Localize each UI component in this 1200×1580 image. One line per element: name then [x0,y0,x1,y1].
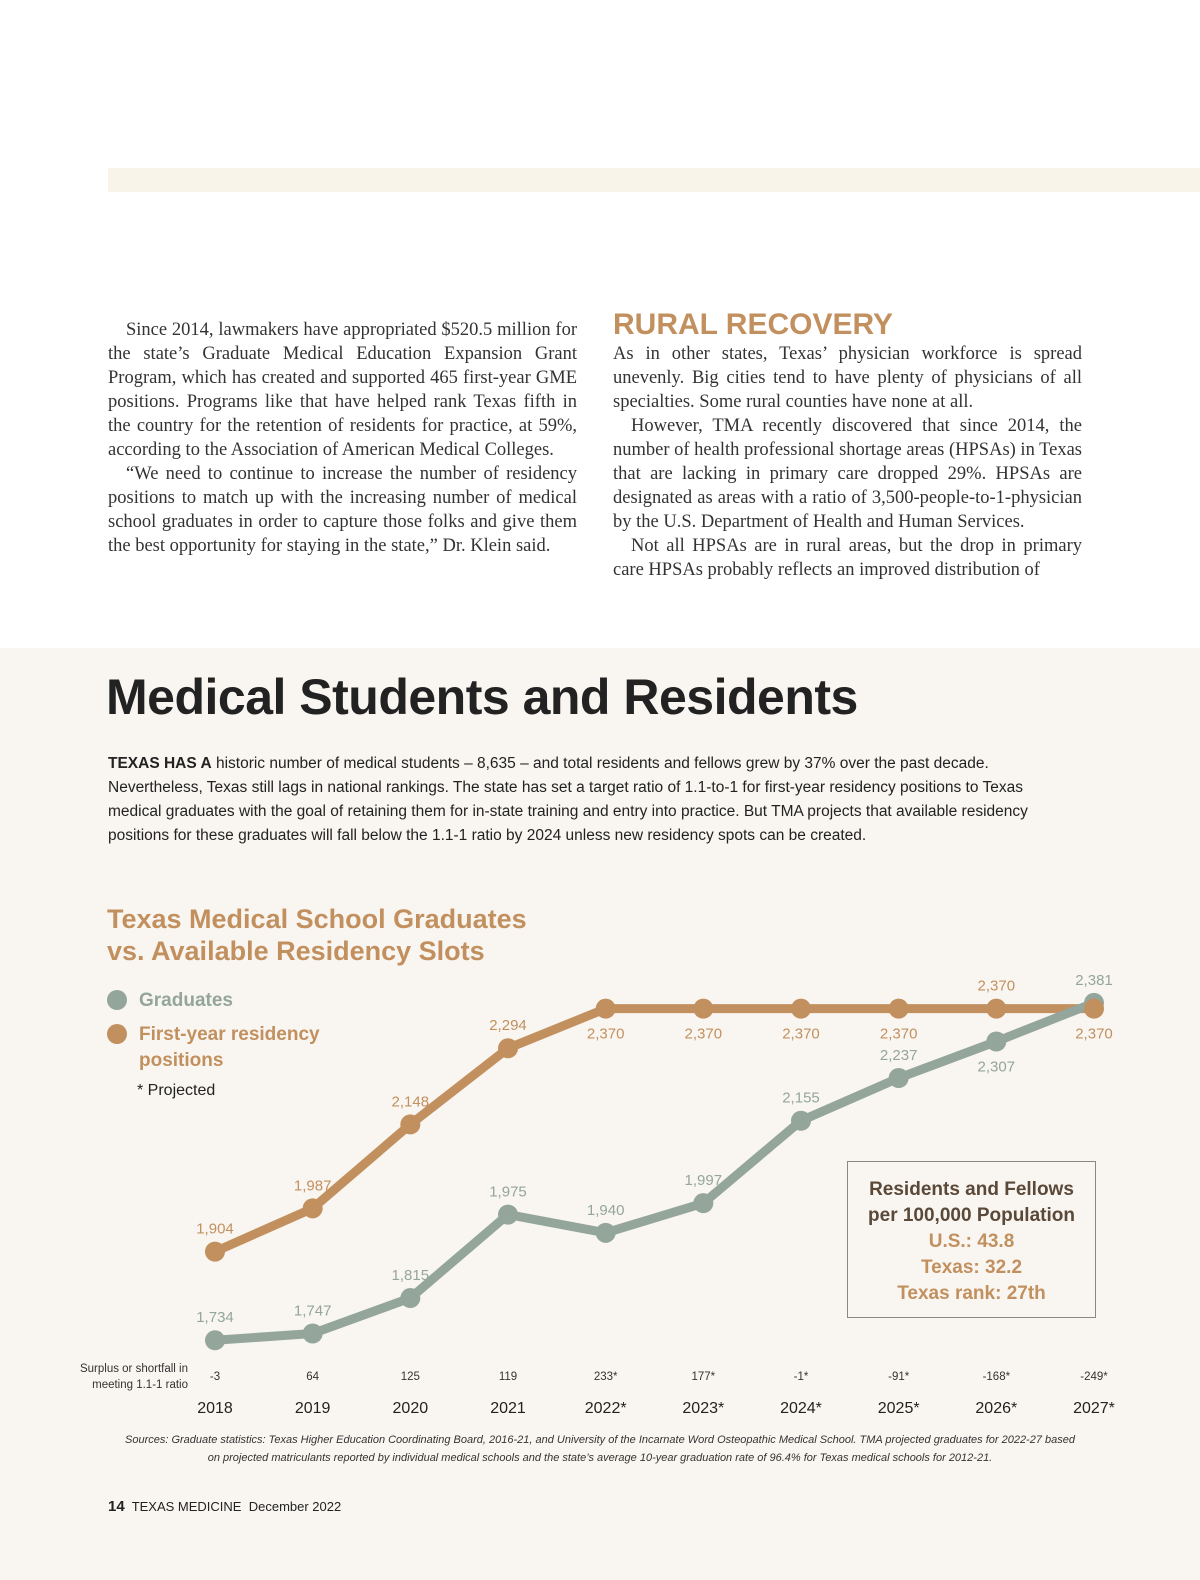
data-label: 1,747 [294,1302,332,1319]
section-heading: RURAL RECOVERY [613,308,894,341]
surplus-value: -1* [794,1371,809,1383]
surplus-value: -91* [888,1371,910,1383]
chart-title: Texas Medical School Graduates vs. Avail… [107,904,527,966]
footer: 14 TEXAS MEDICINE December 2022 [108,1498,341,1515]
data-point [400,1114,421,1135]
data-point [595,998,616,1019]
data-label: 1,734 [196,1309,234,1326]
data-label: 1,904 [196,1221,234,1238]
data-label: 2,370 [978,978,1016,995]
legend-note: * Projected [137,1082,216,1099]
data-point [791,1110,811,1131]
data-point [986,998,1007,1019]
data-point [302,1198,323,1219]
surplus-value: -168* [983,1371,1011,1383]
x-tick-label: 2023* [682,1400,724,1417]
data-label: 2,370 [1075,1026,1113,1043]
legend-entry: First-year residency positions [107,1022,347,1074]
data-point [791,998,811,1019]
paragraph: Since 2014, lawmakers have appropriated … [108,320,577,460]
data-label: 2,381 [1075,972,1113,989]
stat-box: Residents and Fellows per 100,000 Popula… [847,1161,1096,1318]
box-title: Residents and Fellows per 100,000 Popula… [868,1179,1075,1226]
surplus-value: 177* [691,1371,715,1383]
intro-lead: TEXAS HAS A [108,755,212,772]
surplus-value: -3 [210,1371,220,1383]
data-label: 2,370 [685,1026,723,1043]
right-column: RURAL RECOVERY As in other states, Texas… [613,308,1082,582]
data-point [205,1241,225,1262]
data-point [498,1204,518,1225]
left-column: Since 2014, lawmakers have appropriated … [108,318,577,558]
legend-label: Graduates [139,990,233,1011]
decor-band [108,168,1200,192]
paragraph: As in other states, Texas’ physician wor… [613,344,1082,412]
box-line: Texas: 32.2 [920,1257,1023,1278]
x-tick-label: 2024* [780,1400,822,1417]
data-point [888,998,909,1019]
series-line [213,1004,1094,1256]
legend-swatch [107,990,127,1010]
surplus-value: 64 [306,1371,319,1383]
x-tick-label: 2026* [975,1400,1017,1417]
x-tick-label: 2022* [585,1400,627,1417]
data-point [693,1193,714,1214]
surplus-value: 119 [499,1371,517,1383]
legend-label: First-year residency positions [139,1024,320,1071]
surplus-label: Surplus or shortfall in meeting 1.1-1 ra… [79,1363,188,1391]
x-tick-label: 2027* [1073,1400,1115,1417]
data-label: 2,370 [880,1026,918,1043]
series-line [214,998,1096,1345]
legend-swatch [107,1024,127,1044]
data-label: 1,975 [489,1184,527,1201]
paragraph: Not all HPSAs are in rural areas, but th… [613,536,1082,580]
data-label: 1,987 [294,1177,332,1194]
x-tick-label: 2025* [878,1400,920,1417]
page-number: 14 [108,1498,125,1515]
x-tick-label: 2018 [197,1400,233,1417]
x-tick-label: 2021 [490,1400,526,1417]
data-label: 2,155 [782,1090,820,1107]
data-point [302,1323,323,1344]
box-line: U.S.: 43.8 [928,1231,1015,1252]
data-point [595,1222,616,1243]
publication: TEXAS MEDICINE [131,1499,242,1514]
data-label: 2,148 [392,1093,430,1110]
intro-text: historic number of medical students – 8,… [108,755,1028,844]
data-label: 2,370 [782,1026,820,1043]
x-tick-label: 2020 [393,1400,429,1417]
data-point [205,1330,225,1351]
issue: December 2022 [248,1499,342,1514]
paragraph: “We need to continue to increase the num… [108,464,577,556]
data-point [1084,998,1104,1019]
surplus-value: 125 [401,1371,420,1383]
data-point [400,1288,421,1309]
data-point [986,1031,1007,1052]
sources: Sources: Graduate statistics: Texas High… [125,1434,1075,1464]
data-label: 1,815 [392,1267,430,1284]
data-point [498,1038,518,1059]
legend-entry: Graduates [107,988,347,1014]
surplus-value: 233* [594,1371,618,1383]
paragraph: However, TMA recently discovered that si… [613,416,1082,532]
data-label: 2,370 [587,1026,625,1043]
data-label: 2,294 [489,1017,527,1034]
data-label: 2,307 [978,1058,1016,1075]
data-label: 2,237 [880,1047,918,1064]
legend: Graduates First-year residency positions *… [107,988,347,1104]
data-label: 1,940 [587,1202,625,1219]
data-point [693,998,714,1019]
data-label: 1,997 [685,1172,723,1189]
box-line: Texas rank: 27th [897,1283,1046,1304]
data-point [888,1067,909,1088]
feature-intro: TEXAS HAS A historic number of medical s… [108,752,1068,848]
x-tick-label: 2019 [295,1400,331,1417]
surplus-value: -249* [1080,1371,1108,1383]
feature-title: Medical Students and Residents [106,669,858,725]
feature-background [0,648,1200,1580]
